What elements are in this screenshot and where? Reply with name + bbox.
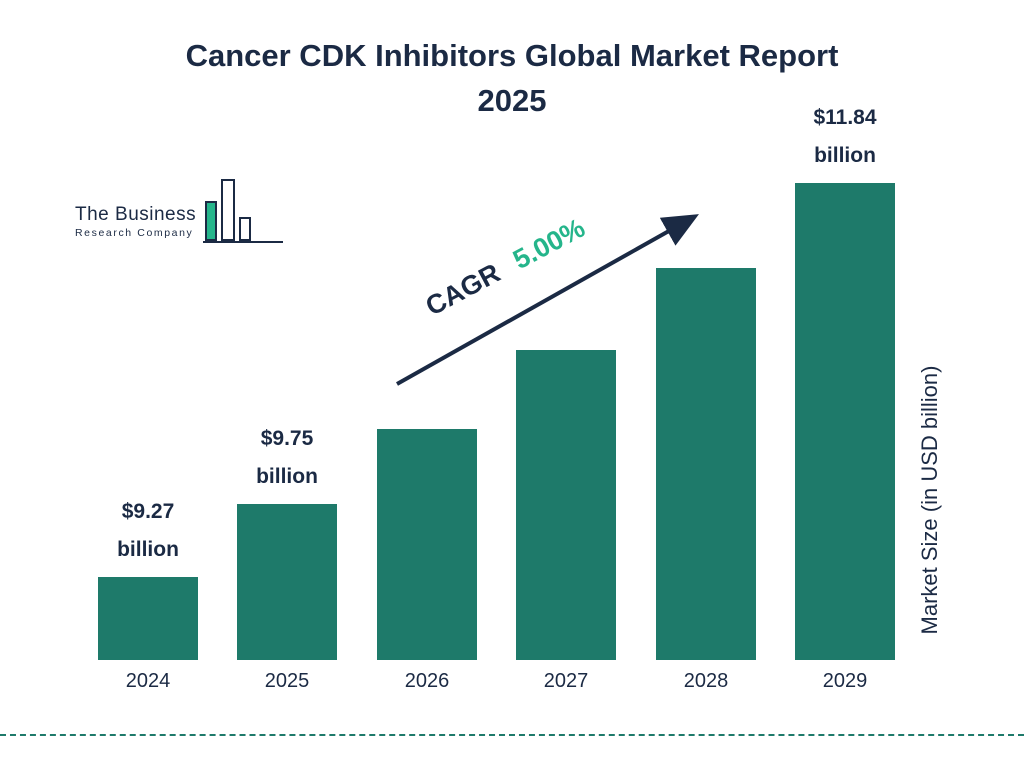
x-tick-label-2024: 2024 bbox=[125, 670, 171, 692]
bottom-dashed-divider bbox=[0, 734, 1024, 736]
logo-baseline bbox=[203, 241, 283, 243]
logo-name: The Business bbox=[75, 204, 197, 225]
x-tick-label-2028: 2028 bbox=[683, 670, 729, 692]
bar-value-label-2024: $9.27 billion bbox=[117, 500, 179, 562]
page-title-line2: 2025 bbox=[477, 82, 547, 118]
bar-2028 bbox=[656, 268, 756, 660]
logo-bar-tall bbox=[221, 179, 235, 241]
bar-2026 bbox=[377, 429, 477, 660]
company-logo: The Business Research Company bbox=[75, 178, 295, 248]
bar-2024 bbox=[98, 577, 198, 660]
company-logo-text: The Business Research Company bbox=[75, 204, 196, 239]
y-axis-label: Market Size (in USD billion) bbox=[917, 365, 942, 635]
x-tick-label-2027: 2027 bbox=[543, 670, 589, 692]
bar-chart-logo-icon bbox=[203, 178, 283, 243]
logo-bar-small bbox=[239, 217, 251, 241]
bar-2025 bbox=[237, 504, 337, 660]
bar-2029 bbox=[795, 183, 895, 660]
bar-value-label-2029: $11.84 billion bbox=[813, 106, 877, 168]
page-title: Cancer CDK Inhibitors Global Market Repo… bbox=[0, 34, 1024, 124]
page-title-line1: Cancer CDK Inhibitors Global Market Repo… bbox=[185, 38, 839, 73]
bar-2027 bbox=[516, 350, 616, 660]
x-tick-label-2025: 2025 bbox=[264, 670, 310, 692]
logo-bar-green bbox=[205, 201, 217, 241]
x-tick-label-2029: 2029 bbox=[822, 670, 868, 692]
x-tick-label-2026: 2026 bbox=[404, 670, 450, 692]
logo-subname: Research Company bbox=[75, 227, 194, 239]
bar-value-label-2025: $9.75 billion bbox=[256, 427, 318, 489]
